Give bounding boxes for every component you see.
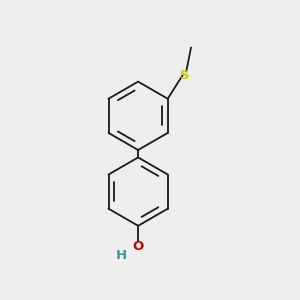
Text: S: S bbox=[180, 69, 190, 82]
Text: O: O bbox=[133, 240, 144, 253]
Text: H: H bbox=[116, 249, 127, 262]
